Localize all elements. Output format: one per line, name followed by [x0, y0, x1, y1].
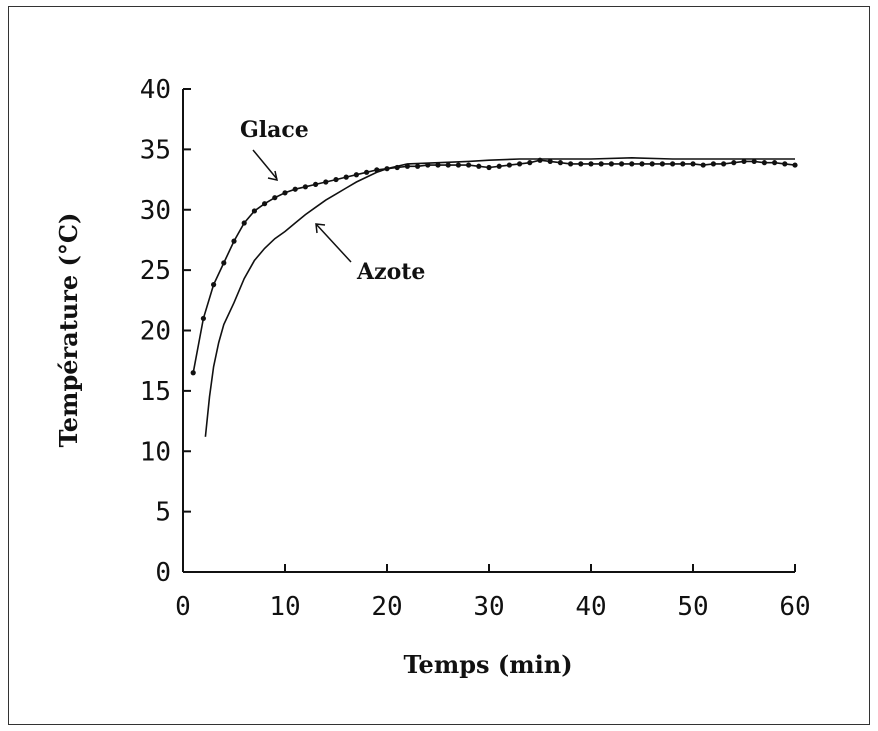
y-tick-label: 15 — [140, 377, 171, 407]
data-point-glace — [670, 161, 676, 167]
data-point-glace — [619, 161, 625, 167]
data-point-glace — [282, 190, 288, 196]
y-axis-label: Température (°C) — [54, 213, 83, 448]
data-point-glace — [629, 161, 635, 167]
data-point-glace — [517, 161, 523, 167]
data-point-glace — [353, 172, 359, 178]
data-point-glace — [241, 220, 247, 226]
data-point-glace — [721, 161, 727, 167]
annotation-label-glace: Glace — [240, 117, 309, 143]
data-point-glace — [741, 158, 747, 165]
data-point-glace — [751, 158, 757, 165]
data-point-glace — [190, 370, 196, 376]
data-point-glace — [251, 208, 257, 214]
data-point-glace — [761, 160, 768, 166]
data-point-glace — [608, 161, 615, 167]
data-point-glace — [557, 160, 564, 166]
data-point-glace — [486, 164, 492, 171]
annotation-layer: Glace Azote — [240, 117, 425, 285]
data-point-glace — [435, 162, 441, 168]
data-point-glace — [496, 163, 502, 169]
data-point-glace — [364, 169, 370, 175]
y-tick-label: 10 — [140, 437, 171, 467]
annotation-arrow-azote — [315, 223, 352, 263]
data-point-glace — [568, 161, 574, 167]
data-point-glace — [200, 315, 206, 322]
x-tick-label: 30 — [473, 592, 504, 622]
data-point-glace — [302, 184, 308, 190]
annotation-arrow-glace — [252, 149, 278, 180]
annotation-label-azote: Azote — [356, 259, 425, 285]
x-tick-label: 60 — [779, 592, 810, 622]
y-tick-label: 0 — [155, 558, 171, 588]
data-point-glace — [455, 162, 461, 168]
data-point-glace — [639, 161, 645, 167]
figure-frame — [8, 6, 870, 725]
data-point-glace — [231, 238, 237, 244]
data-point-glace — [466, 162, 472, 168]
y-tick-label: 5 — [155, 498, 171, 528]
y-tick-label: 35 — [140, 135, 171, 165]
data-point-glace — [547, 158, 553, 165]
data-point-glace — [333, 176, 339, 183]
data-point-glace — [598, 161, 604, 167]
axes: 0 5 10 15 20 25 30 35 40 0 10 20 30 40 50 60 — [140, 75, 811, 622]
data-point-glace — [527, 160, 533, 166]
data-point-glace — [272, 195, 278, 201]
data-point-glace — [700, 162, 706, 168]
data-point-glace — [323, 179, 329, 185]
data-point-glace — [476, 163, 482, 169]
data-point-glace — [262, 201, 268, 207]
data-point-glace — [343, 174, 349, 180]
data-point-glace — [221, 260, 227, 266]
data-point-glace — [690, 161, 696, 167]
x-tick-label: 20 — [371, 592, 402, 622]
y-tick-label: 30 — [140, 196, 171, 226]
x-tick-label: 0 — [175, 592, 191, 622]
data-point-glace — [445, 162, 451, 168]
data-point-glace — [649, 161, 655, 167]
series-line-azote — [204, 156, 795, 437]
data-point-glace — [415, 163, 421, 169]
data-point-glace — [792, 162, 798, 168]
data-point-glace — [211, 282, 217, 288]
data-point-glace — [710, 161, 717, 167]
data-point-glace — [782, 161, 788, 167]
data-point-glace — [578, 161, 584, 167]
data-point-glace — [588, 161, 594, 167]
data-point-glace — [506, 162, 512, 168]
data-point-glace — [731, 160, 737, 166]
data-point-glace — [680, 161, 686, 167]
y-tick-label: 25 — [140, 256, 171, 286]
x-tick-label: 40 — [575, 592, 606, 622]
arrowhead-glace — [267, 170, 278, 181]
y-tick-label: 20 — [140, 317, 171, 347]
arrowhead-azote — [315, 223, 326, 234]
y-tick-label: 40 — [140, 75, 171, 105]
x-axis-label: Temps (min) — [403, 650, 572, 679]
x-tick-label: 50 — [677, 592, 708, 622]
x-tick-label: 10 — [269, 592, 300, 622]
data-point-glace — [772, 160, 778, 166]
data-point-glace — [659, 161, 666, 167]
series-layer — [190, 156, 798, 437]
data-point-glace — [292, 186, 298, 192]
data-point-glace — [313, 181, 319, 187]
